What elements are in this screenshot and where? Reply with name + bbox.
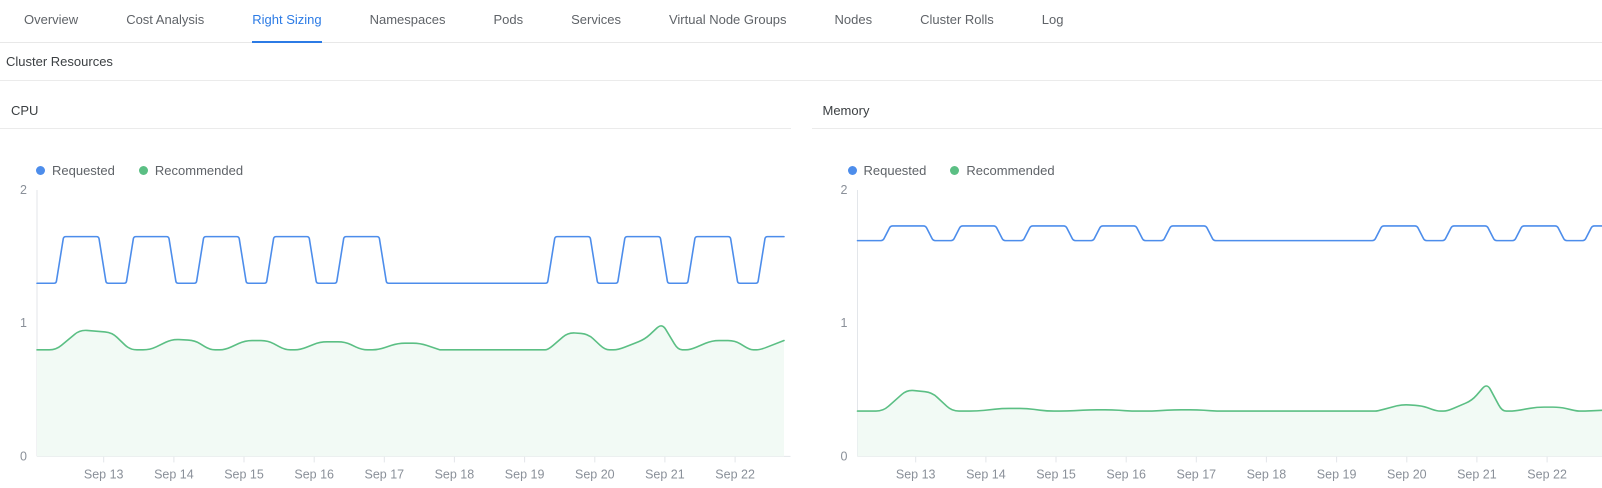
svg-text:Sep 14: Sep 14 [154,467,194,481]
svg-text:Sep 21: Sep 21 [645,467,685,481]
svg-text:Sep 13: Sep 13 [895,467,935,481]
svg-text:Sep 19: Sep 19 [1316,467,1356,481]
svg-text:Sep 18: Sep 18 [435,467,475,481]
svg-text:Sep 16: Sep 16 [294,467,334,481]
svg-text:Sep 15: Sep 15 [224,467,264,481]
svg-text:Sep 15: Sep 15 [1036,467,1076,481]
svg-text:Sep 18: Sep 18 [1246,467,1286,481]
svg-text:2: 2 [840,183,847,197]
svg-text:Sep 14: Sep 14 [966,467,1006,481]
svg-text:Sep 17: Sep 17 [1176,467,1216,481]
svg-text:0: 0 [840,449,847,463]
svg-text:2: 2 [20,183,27,197]
svg-text:Sep 13: Sep 13 [84,467,124,481]
svg-text:Sep 21: Sep 21 [1457,467,1497,481]
svg-text:Sep 16: Sep 16 [1106,467,1146,481]
svg-text:Sep 17: Sep 17 [364,467,404,481]
svg-text:1: 1 [20,316,27,330]
svg-text:Sep 22: Sep 22 [1527,467,1567,481]
svg-text:0: 0 [20,449,27,463]
svg-text:Sep 20: Sep 20 [575,467,615,481]
svg-text:Sep 22: Sep 22 [715,467,755,481]
svg-text:Sep 19: Sep 19 [505,467,545,481]
svg-text:Sep 20: Sep 20 [1386,467,1426,481]
svg-text:1: 1 [840,316,847,330]
